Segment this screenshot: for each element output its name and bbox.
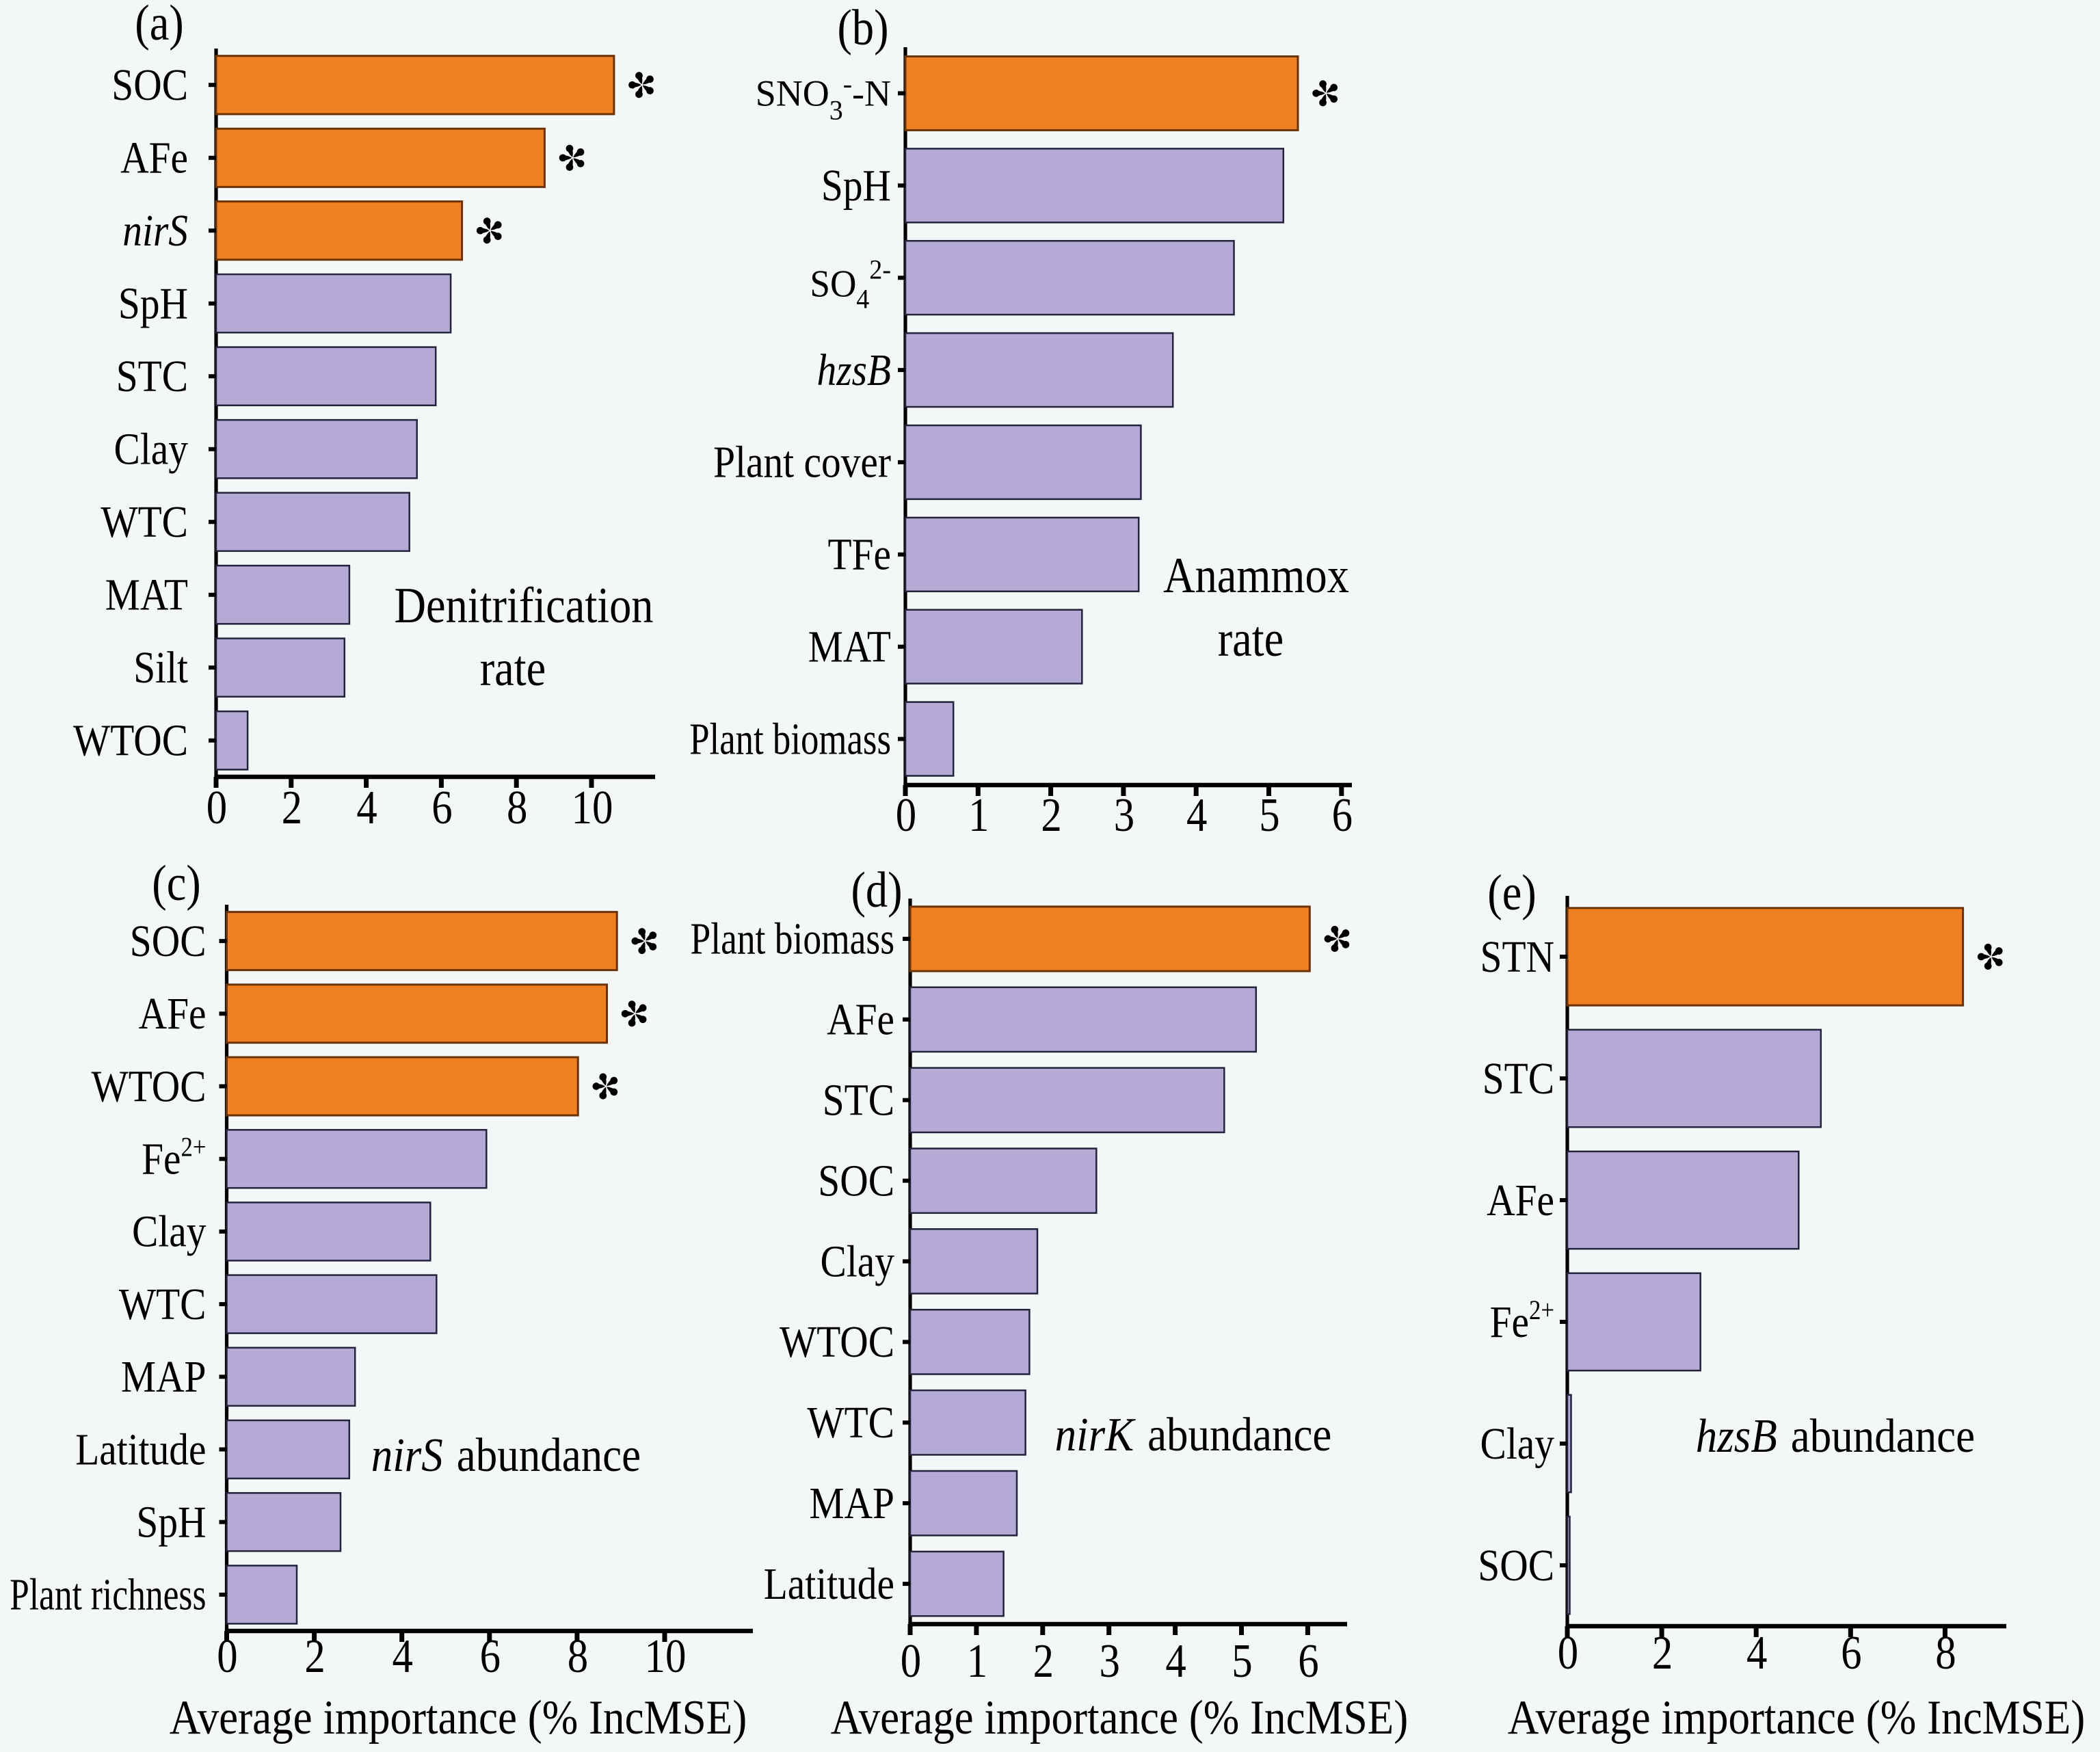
svg-text:Latitude: Latitude [764,1559,894,1609]
svg-text:4: 4 [393,1630,413,1683]
svg-text:Plant biomass: Plant biomass [689,714,891,764]
svg-text:6: 6 [1841,1627,1861,1680]
svg-text:nirK: nirK [1055,1409,1136,1461]
svg-text:rate: rate [480,641,546,697]
svg-text:MAT: MAT [105,570,188,620]
svg-text:10: 10 [572,782,613,834]
svg-text:STN: STN [1480,932,1555,982]
svg-text:10: 10 [645,1630,687,1683]
svg-text:abundance: abundance [1791,1410,1975,1463]
svg-text:SpH: SpH [118,279,188,329]
svg-text:2+: 2+ [181,1132,207,1163]
svg-text:SOC: SOC [111,60,188,110]
svg-text:WTC: WTC [101,497,188,547]
svg-text:WTOC: WTOC [92,1061,207,1111]
svg-text:Anammox: Anammox [1163,548,1349,604]
svg-text:WTOC: WTOC [780,1317,894,1367]
svg-text:3: 3 [1114,789,1134,842]
svg-text:Average importance (% IncMSE): Average importance (% IncMSE) [831,1691,1408,1744]
svg-text:2+: 2+ [1529,1295,1554,1325]
svg-text:AFe: AFe [139,989,207,1039]
svg-text:(d): (d) [851,862,902,918]
svg-text:4: 4 [1186,789,1207,842]
svg-text:4: 4 [1746,1627,1767,1680]
svg-text:2: 2 [1652,1627,1673,1680]
svg-text:6: 6 [480,1630,501,1683]
svg-text:1: 1 [968,789,989,842]
svg-text:AFe: AFe [827,995,894,1045]
svg-text:WTC: WTC [807,1398,894,1448]
svg-text:Fe: Fe [142,1134,181,1184]
svg-text:MAP: MAP [810,1478,895,1528]
svg-text:4: 4 [1165,1635,1186,1688]
svg-text:Average importance (% IncMSE): Average importance (% IncMSE) [1508,1691,2085,1744]
svg-text:0: 0 [901,1635,921,1688]
svg-text:0: 0 [896,789,916,842]
svg-text:Plant cover: Plant cover [713,438,891,488]
svg-text:(e): (e) [1487,865,1537,921]
svg-text:TFe: TFe [828,530,892,580]
svg-text:SOC: SOC [818,1156,894,1206]
svg-text:WTC: WTC [119,1279,207,1329]
svg-text:Fe: Fe [1490,1297,1529,1347]
svg-text:4: 4 [856,284,869,315]
svg-text:SpH: SpH [136,1498,206,1548]
svg-text:nirS: nirS [122,206,188,256]
svg-text:8: 8 [1935,1627,1956,1680]
svg-text:(a): (a) [135,0,184,51]
svg-text:5: 5 [1259,789,1279,842]
svg-text:AFe: AFe [1487,1176,1554,1225]
svg-text:0: 0 [1558,1627,1578,1680]
svg-text:Clay: Clay [1480,1419,1555,1469]
svg-text:STC: STC [116,351,188,401]
svg-text:3: 3 [829,94,843,125]
svg-text:6: 6 [1332,789,1353,842]
svg-text:MAP: MAP [121,1352,207,1402]
svg-text:(b): (b) [837,0,888,56]
svg-text:Latitude: Latitude [75,1424,206,1474]
svg-text:0: 0 [207,782,227,834]
svg-text:rate: rate [1218,611,1284,667]
svg-text:AFe: AFe [120,133,188,183]
svg-text:Clay: Clay [114,425,189,475]
svg-text:Clay: Clay [132,1207,207,1257]
svg-text:(c): (c) [152,855,201,912]
svg-text:-: - [843,68,852,99]
svg-text:Denitrification: Denitrification [395,578,654,634]
svg-text:Clay: Clay [821,1236,895,1286]
svg-text:8: 8 [507,782,527,834]
svg-text:2-: 2- [869,254,891,285]
svg-text:SOC: SOC [1478,1541,1554,1591]
svg-text:2: 2 [1041,789,1061,842]
svg-text:5: 5 [1232,1635,1252,1688]
svg-text:MAT: MAT [808,622,891,672]
svg-text:SNO: SNO [756,72,829,114]
svg-text:1: 1 [967,1635,987,1688]
svg-text:2: 2 [304,1630,325,1683]
svg-text:hzsB: hzsB [817,345,892,395]
svg-text:2: 2 [282,782,302,834]
svg-text:0: 0 [217,1630,237,1683]
svg-text:SO: SO [810,263,856,306]
svg-text:Plant biomass: Plant biomass [691,914,895,964]
svg-text:3: 3 [1100,1635,1120,1688]
svg-text:STC: STC [823,1076,894,1126]
svg-text:SpH: SpH [821,161,891,211]
svg-text:6: 6 [1298,1635,1318,1688]
svg-text:WTOC: WTOC [73,716,188,766]
svg-text:hzsB: hzsB [1696,1410,1777,1463]
svg-text:abundance: abundance [1147,1409,1331,1461]
svg-text:SOC: SOC [130,916,207,966]
svg-text:Silt: Silt [133,643,188,693]
svg-text:nirS: nirS [371,1429,443,1482]
svg-text:Plant richness: Plant richness [10,1570,206,1620]
svg-text:STC: STC [1483,1054,1554,1104]
svg-text:8: 8 [568,1630,588,1683]
svg-text:Average importance (% IncMSE): Average importance (% IncMSE) [170,1691,747,1744]
svg-text:2: 2 [1033,1635,1054,1688]
svg-text:abundance: abundance [457,1429,641,1482]
svg-text:4: 4 [356,782,377,834]
svg-text:-N: -N [852,72,891,114]
svg-text:6: 6 [431,782,452,834]
